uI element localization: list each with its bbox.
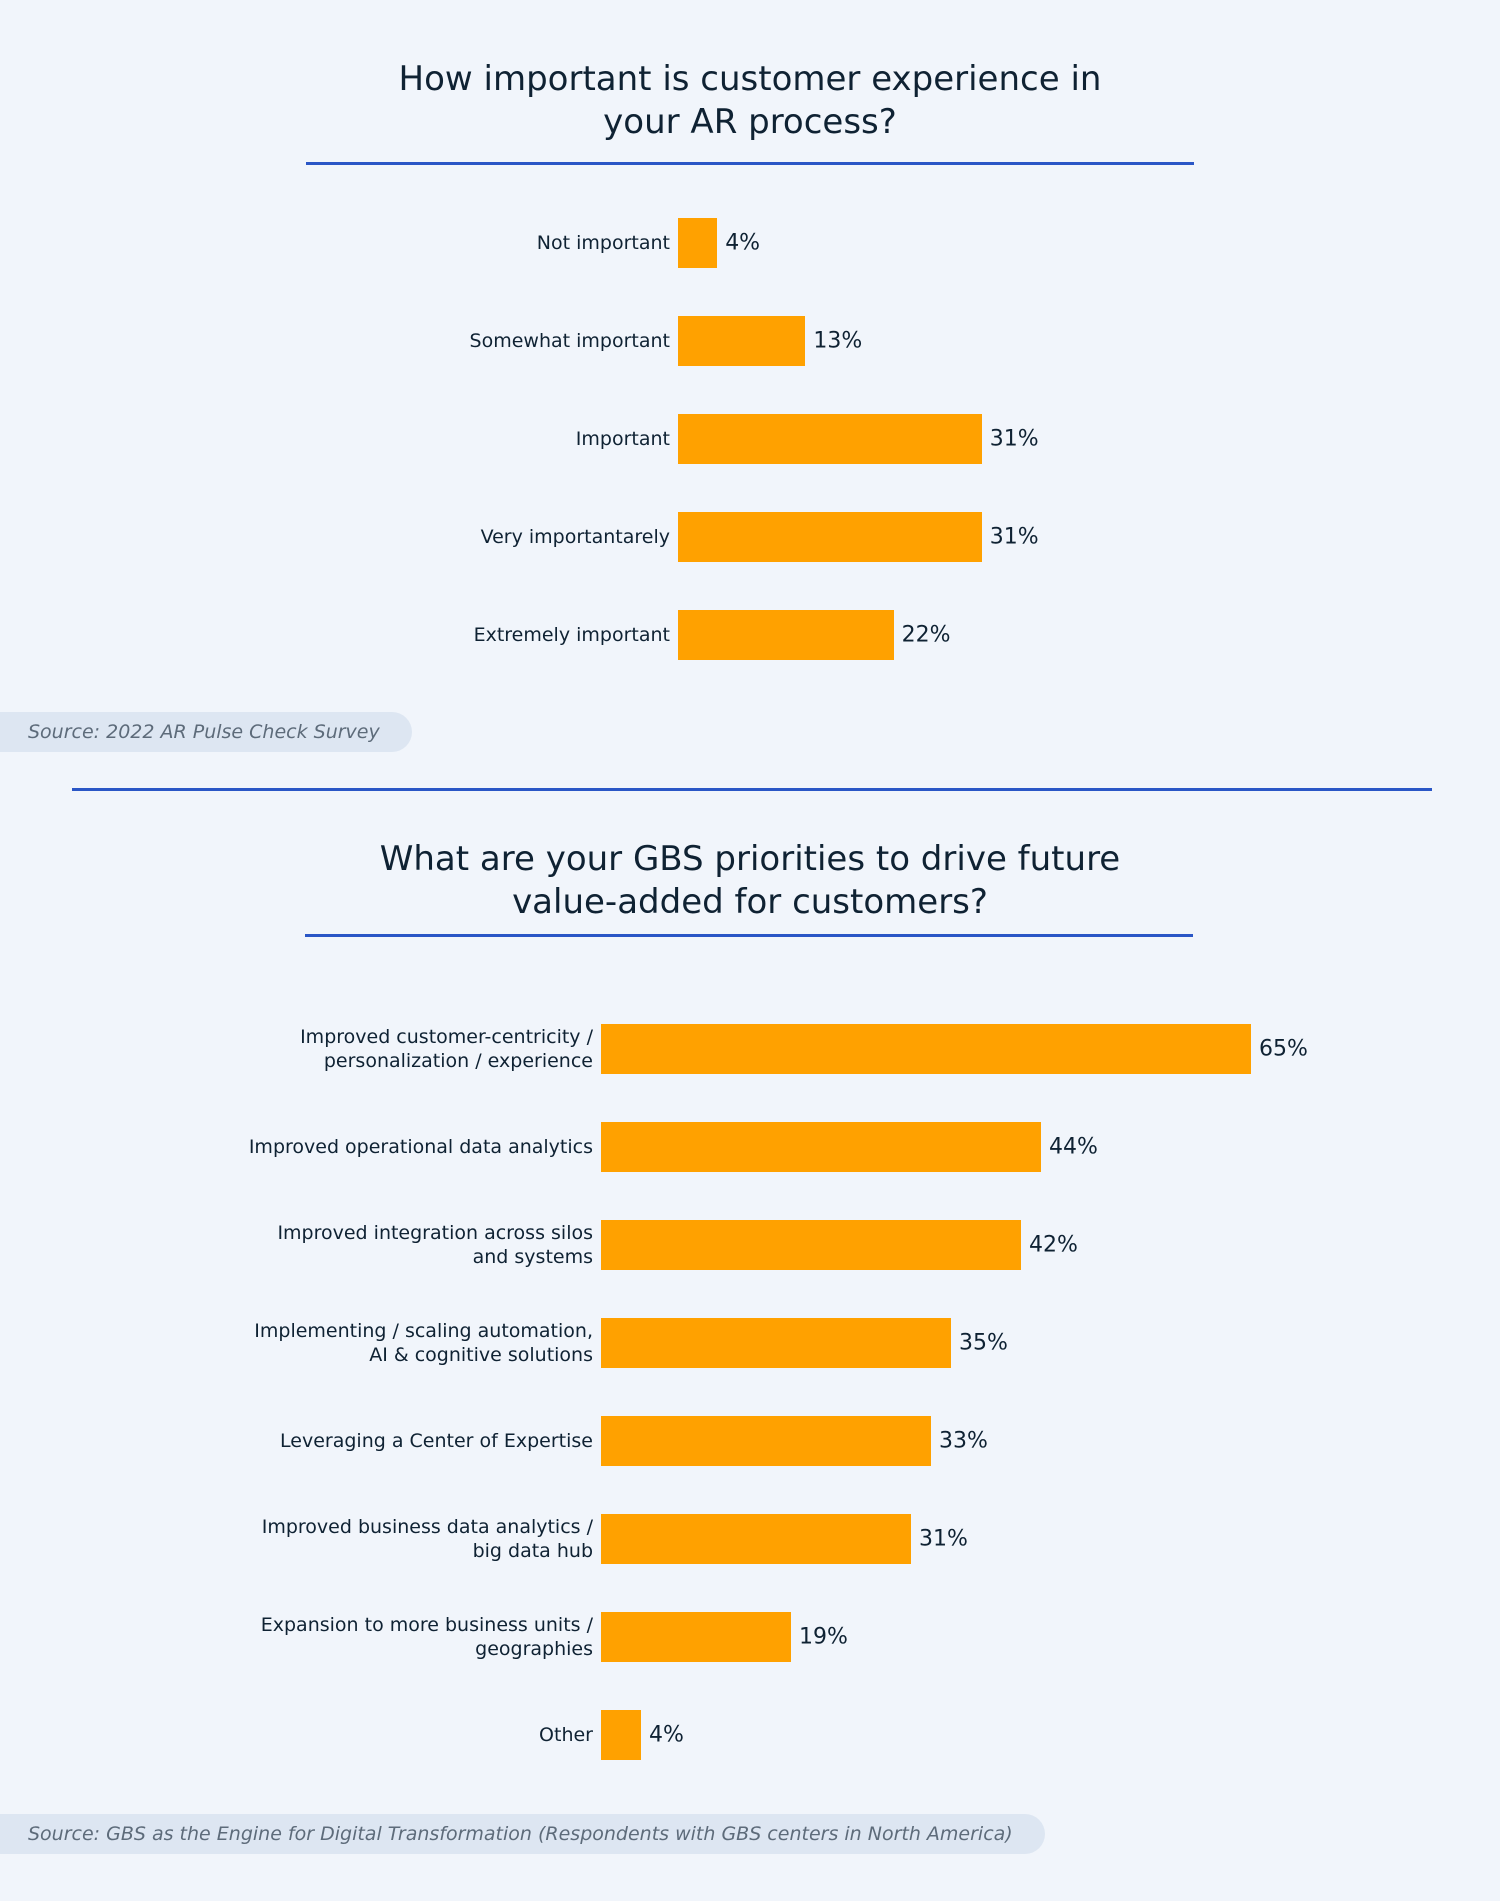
- bar: [601, 1710, 641, 1760]
- category-label: Extremely important: [474, 623, 670, 647]
- chart2-row: Other 4%: [0, 1710, 1500, 1760]
- category-label-line: Important: [575, 428, 670, 450]
- category-label-line: Not important: [536, 232, 670, 254]
- chart2-title: What are your GBS priorities to drive fu…: [250, 838, 1250, 924]
- category-label-line: geographies: [475, 1638, 593, 1660]
- bar: [601, 1514, 911, 1564]
- section-divider: [72, 788, 1432, 791]
- value-label: 31%: [989, 524, 1039, 550]
- category-label-line: Implementing / scaling automation,: [254, 1320, 593, 1342]
- chart2-title-underline: [305, 934, 1193, 937]
- chart1-title-line-2: your AR process?: [603, 102, 897, 142]
- category-label: Improved integration across silos and sys…: [277, 1221, 593, 1269]
- value-label: 22%: [901, 622, 951, 648]
- chart1-row: Not important 4%: [0, 218, 1500, 268]
- chart2-row: Implementing / scaling automation, AI & c…: [0, 1318, 1500, 1368]
- chart2-row: Improved business data analytics / big da…: [0, 1514, 1500, 1564]
- value-label: 31%: [919, 1526, 968, 1552]
- category-label-line: Other: [539, 1724, 593, 1746]
- bar: [601, 1220, 1021, 1270]
- category-label-line: Expansion to more business units /: [260, 1614, 593, 1636]
- chart2-source: Source: GBS as the Engine for Digital Tr…: [0, 1814, 1045, 1854]
- chart2-row: Leveraging a Center of Expertise 33%: [0, 1416, 1500, 1466]
- category-label-line: Improved integration across silos: [277, 1222, 593, 1244]
- value-label: 4%: [649, 1722, 684, 1748]
- value-label: 42%: [1029, 1232, 1078, 1258]
- category-label-line: Improved customer-centricity /: [300, 1026, 593, 1048]
- category-label: Expansion to more business units / geogra…: [261, 1613, 593, 1661]
- category-label: Improved customer-centricity / personaliz…: [300, 1025, 593, 1073]
- category-label-line: big data hub: [472, 1540, 593, 1562]
- chart1-row: Somewhat important 13%: [0, 316, 1500, 366]
- category-label-line: Improved business data analytics /: [261, 1516, 593, 1538]
- bar: [601, 1122, 1041, 1172]
- category-label: Leveraging a Center of Expertise: [280, 1429, 593, 1453]
- category-label: Very importantarely: [481, 525, 670, 549]
- category-label: Implementing / scaling automation, AI & c…: [254, 1319, 593, 1367]
- value-label: 44%: [1049, 1134, 1098, 1160]
- value-label: 19%: [799, 1624, 848, 1650]
- category-label: Other: [539, 1723, 593, 1747]
- chart2-title-line-2: value-added for customers?: [512, 882, 988, 922]
- chart1-row: Very importantarely 31%: [0, 512, 1500, 562]
- chart2-row: Improved customer-centricity / personaliz…: [0, 1024, 1500, 1074]
- chart1-title: How important is customer experience in …: [250, 58, 1250, 144]
- bar: [678, 414, 982, 464]
- category-label: Improved operational data analytics: [249, 1135, 593, 1159]
- category-label-line: personalization / experience: [323, 1050, 593, 1072]
- category-label: Not important: [537, 231, 670, 255]
- bar: [601, 1024, 1251, 1074]
- chart1-title-underline: [306, 162, 1194, 165]
- category-label-line: Very importantarely: [480, 526, 670, 548]
- category-label: Improved business data analytics / big da…: [262, 1515, 593, 1563]
- category-label: Somewhat important: [470, 329, 670, 353]
- category-label-line: Somewhat important: [469, 330, 670, 352]
- chart2-row: Improved integration across silos and sys…: [0, 1220, 1500, 1270]
- category-label: Important: [576, 427, 670, 451]
- bar: [601, 1416, 931, 1466]
- bar: [678, 610, 894, 660]
- category-label-line: Leveraging a Center of Expertise: [280, 1430, 593, 1452]
- chart1-title-line-1: How important is customer experience in: [398, 59, 1102, 99]
- value-label: 65%: [1259, 1036, 1308, 1062]
- chart1-source: Source: 2022 AR Pulse Check Survey: [0, 712, 412, 752]
- bar: [678, 316, 806, 366]
- category-label-line: Improved operational data analytics: [248, 1136, 593, 1158]
- bar: [601, 1612, 791, 1662]
- chart2-row: Improved operational data analytics 44%: [0, 1122, 1500, 1172]
- value-label: 33%: [939, 1428, 988, 1454]
- value-label: 31%: [989, 426, 1039, 452]
- chart1-row: Extremely important 22%: [0, 610, 1500, 660]
- value-label: 35%: [959, 1330, 1008, 1356]
- chart2-row: Expansion to more business units / geogra…: [0, 1612, 1500, 1662]
- bar: [678, 218, 718, 268]
- chart1-row: Important 31%: [0, 414, 1500, 464]
- category-label-line: Extremely important: [473, 624, 670, 646]
- bar: [601, 1318, 951, 1368]
- category-label-line: AI & cognitive solutions: [369, 1344, 593, 1366]
- bar: [678, 512, 982, 562]
- chart2-title-line-1: What are your GBS priorities to drive fu…: [379, 839, 1121, 879]
- value-label: 13%: [813, 328, 863, 354]
- category-label-line: and systems: [472, 1246, 593, 1268]
- value-label: 4%: [725, 230, 761, 256]
